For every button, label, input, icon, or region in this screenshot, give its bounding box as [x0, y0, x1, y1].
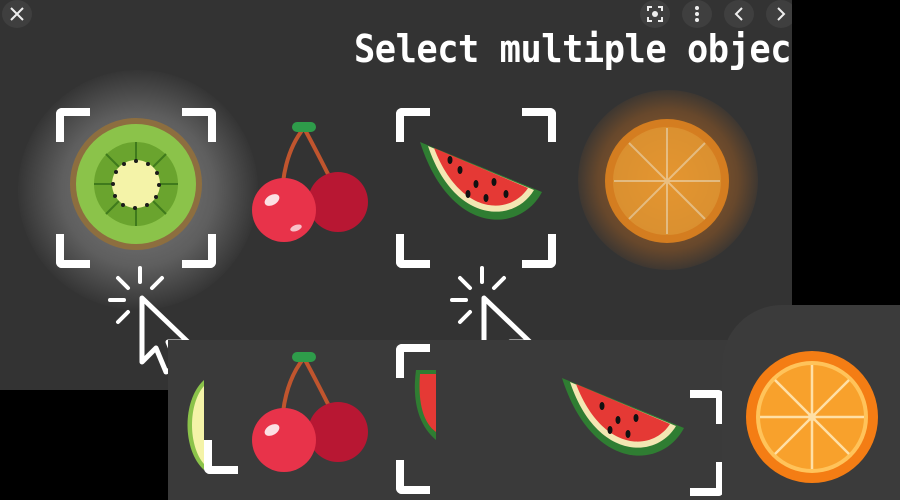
- main-panel: Select multiple objects: [0, 0, 792, 390]
- close-button[interactable]: [2, 0, 32, 28]
- selection-corner: [204, 440, 238, 474]
- page-title: Select multiple objects: [354, 27, 792, 71]
- lens-button[interactable]: [640, 0, 670, 28]
- cherries-image[interactable]: [246, 120, 372, 244]
- watermelon-image[interactable]: [410, 138, 546, 234]
- kiwi-image[interactable]: [68, 116, 204, 252]
- lower-strip: [168, 340, 728, 500]
- more-options-button[interactable]: [682, 0, 712, 28]
- selection-corner-2: [690, 390, 724, 424]
- selection-frame-watermelon: [396, 108, 556, 268]
- previous-button[interactable]: [724, 0, 754, 28]
- close-icon: [10, 7, 24, 21]
- watermelon-image-2[interactable]: [552, 374, 688, 470]
- selection-corner-3: [690, 462, 724, 496]
- chevron-right-icon: [777, 7, 786, 21]
- selection-frame-kiwi: [56, 108, 216, 268]
- orange-image[interactable]: [602, 116, 732, 246]
- lower-right-panel: [722, 305, 900, 500]
- next-button[interactable]: [766, 0, 792, 28]
- kiwi-partial-image[interactable]: [178, 380, 204, 470]
- more-vertical-icon: [695, 6, 699, 22]
- watermelon-partial-image[interactable]: [412, 370, 436, 440]
- orange-image-2[interactable]: [744, 349, 880, 485]
- lens-icon: [647, 6, 663, 22]
- cherries-image-2[interactable]: [246, 350, 372, 474]
- chevron-left-icon: [734, 7, 743, 21]
- selection-frame-watermelon-2: [396, 344, 556, 494]
